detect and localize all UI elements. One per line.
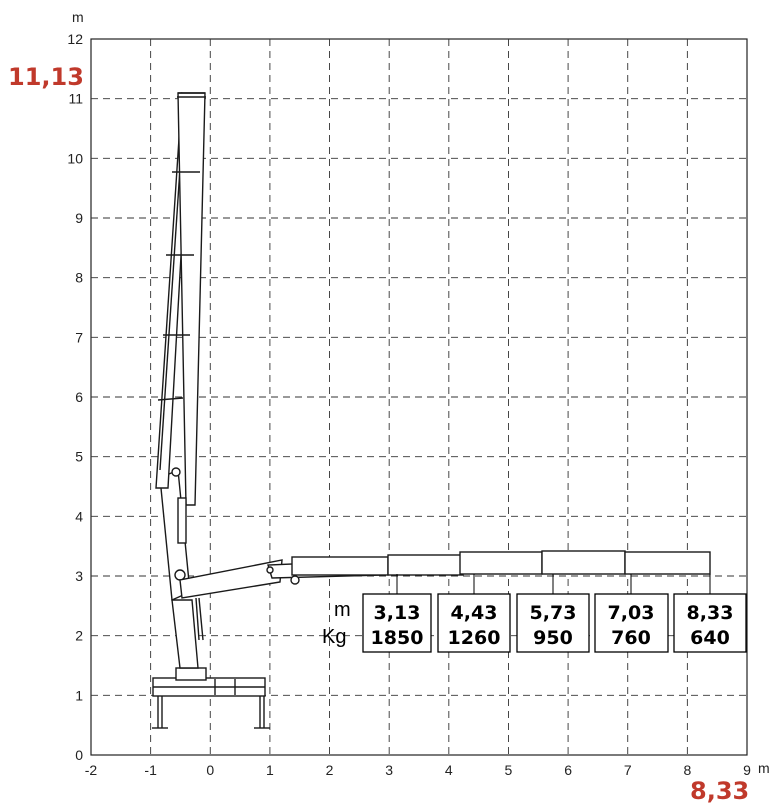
reach-row-label: m [334,599,351,621]
x-axis-unit: m [758,760,770,776]
load-entry-1: 3,13 1850 [362,593,432,653]
extension-5 [624,551,711,575]
reach-value: 4,43 [451,602,498,624]
y-tick-label: 6 [75,389,83,405]
crane-turret [175,667,207,681]
y-tick-label: 4 [75,508,83,524]
x-tick-label: 2 [326,762,334,778]
load-value: 760 [611,627,651,649]
x-tick-label: 1 [266,762,274,778]
load-entry-5: 8,33 640 [673,593,747,653]
x-tick-label: 9 [743,762,751,778]
x-tick-label: 7 [624,762,632,778]
y-tick-label: 5 [75,449,83,465]
x-tick-label: 4 [445,762,453,778]
crane-illustration [152,92,711,729]
reach-value: 7,03 [608,602,655,624]
grid [90,38,748,756]
reach-value: 8,33 [687,602,734,624]
load-table: m Kg 3,13 1850 4,43 1260 5,73 950 7,03 7… [322,574,747,653]
load-entry-4: 7,03 760 [594,593,669,653]
extension-3 [459,551,543,575]
y-tick-label: 7 [75,329,83,345]
crane-column [171,599,199,669]
y-tick-label: 10 [67,150,83,166]
y-tick-label: 3 [75,568,83,584]
load-value: 640 [690,627,730,649]
x-tick-label: 8 [683,762,691,778]
extension-2 [387,554,464,576]
load-row-label: Kg [322,626,346,648]
reach-value: 3,13 [374,602,421,624]
max-reach-label: 8,33 [690,777,749,803]
x-tick-label: -1 [144,762,157,778]
x-tick-label: 6 [564,762,572,778]
load-value: 1850 [371,627,424,649]
x-tick-label: 5 [505,762,513,778]
max-height-label: 11,13 [8,63,84,91]
load-entry-3: 5,73 950 [516,593,590,653]
x-tick-label: 0 [206,762,214,778]
load-value: 950 [533,627,573,649]
reach-value: 5,73 [530,602,577,624]
y-tick-label: 2 [75,628,83,644]
y-tick-label: 1 [75,687,83,703]
x-tick-label: 3 [385,762,393,778]
y-tick-label: 8 [75,270,83,286]
y-axis-unit: m [72,9,84,25]
load-value: 1260 [448,627,501,649]
x-tick-label: -2 [85,762,98,778]
y-tick-label: 11 [68,91,83,107]
y-tick-label: 12 [67,31,83,47]
extension-4 [541,550,626,575]
y-tick-label: 9 [75,210,83,226]
y-tick-label: 0 [75,747,83,763]
load-entry-2: 4,43 1260 [437,593,511,653]
main-boom-horizontal [179,559,283,599]
